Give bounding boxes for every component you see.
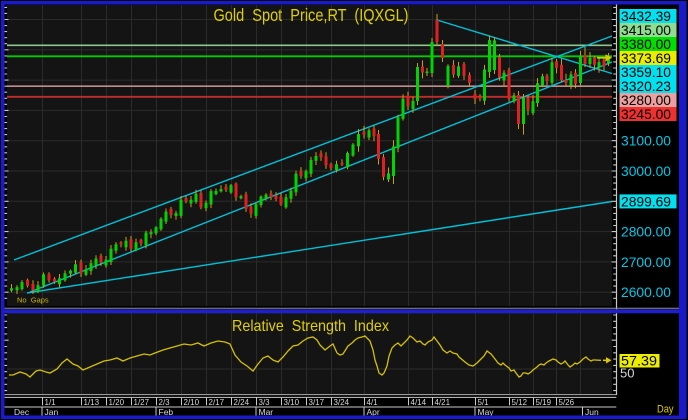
svg-text:Mar: Mar bbox=[259, 407, 274, 417]
svg-text:3280.00: 3280.00 bbox=[621, 92, 671, 108]
svg-text:5/19: 5/19 bbox=[536, 398, 552, 407]
svg-text:May: May bbox=[478, 407, 495, 417]
svg-text:3/3: 3/3 bbox=[259, 398, 271, 407]
svg-text:50: 50 bbox=[620, 366, 634, 381]
svg-text:2/3: 2/3 bbox=[159, 398, 171, 407]
svg-text:2899.69: 2899.69 bbox=[621, 193, 671, 209]
svg-text:2600.00: 2600.00 bbox=[621, 284, 671, 300]
svg-text:3/17: 3/17 bbox=[309, 398, 325, 407]
svg-text:1/27: 1/27 bbox=[134, 398, 150, 407]
svg-text:3/24: 3/24 bbox=[334, 398, 350, 407]
svg-text:Feb: Feb bbox=[159, 407, 174, 417]
svg-text:4/1: 4/1 bbox=[367, 398, 379, 407]
svg-text:5/26: 5/26 bbox=[559, 398, 575, 407]
svg-text:3320.23: 3320.23 bbox=[621, 78, 671, 94]
svg-text:5/1: 5/1 bbox=[478, 398, 490, 407]
svg-text:3373.69: 3373.69 bbox=[621, 50, 671, 66]
svg-text:3100.00: 3100.00 bbox=[621, 133, 671, 149]
svg-text:Jan: Jan bbox=[45, 407, 59, 417]
svg-text:2700.00: 2700.00 bbox=[621, 254, 671, 270]
svg-text:1/20: 1/20 bbox=[109, 398, 125, 407]
svg-text:5/12: 5/12 bbox=[512, 398, 528, 407]
svg-text:Dec: Dec bbox=[14, 407, 30, 417]
svg-text:4/21: 4/21 bbox=[435, 398, 451, 407]
svg-text:Gold Spot Price,RT (IQXGL): Gold Spot Price,RT (IQXGL) bbox=[214, 5, 409, 25]
svg-text:Apr: Apr bbox=[367, 407, 380, 417]
svg-text:2/17: 2/17 bbox=[209, 398, 225, 407]
svg-text:Jun: Jun bbox=[585, 407, 599, 417]
svg-text:3415.00: 3415.00 bbox=[621, 22, 671, 38]
svg-text:3000.00: 3000.00 bbox=[621, 163, 671, 179]
svg-text:4/14: 4/14 bbox=[411, 398, 427, 407]
svg-text:2/10: 2/10 bbox=[184, 398, 200, 407]
svg-text:3/10: 3/10 bbox=[284, 398, 300, 407]
svg-text:No Gaps: No Gaps bbox=[17, 296, 49, 305]
svg-text:Relative Strength Index: Relative Strength Index bbox=[232, 318, 389, 335]
svg-text:1/13: 1/13 bbox=[84, 398, 100, 407]
svg-text:1/1: 1/1 bbox=[45, 398, 57, 407]
svg-text:3359.10: 3359.10 bbox=[621, 64, 671, 80]
svg-text:3245.00: 3245.00 bbox=[621, 106, 671, 122]
svg-text:57.39: 57.39 bbox=[621, 352, 657, 368]
svg-text:3432.39: 3432.39 bbox=[621, 8, 671, 24]
svg-text:2/24: 2/24 bbox=[234, 398, 250, 407]
svg-text:Day: Day bbox=[657, 404, 674, 416]
svg-text:2800.00: 2800.00 bbox=[621, 224, 671, 240]
svg-text:3380.00: 3380.00 bbox=[621, 36, 671, 52]
